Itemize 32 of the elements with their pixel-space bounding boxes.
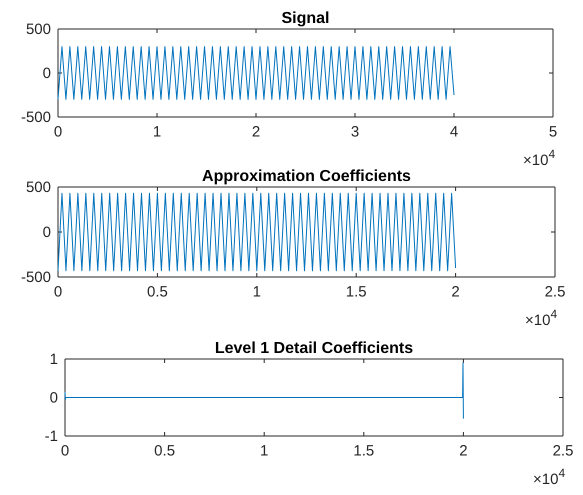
x-tick-label: 2	[451, 284, 460, 301]
text: ×10$^{4}$	[523, 147, 556, 169]
x-tick-label: 1.5	[353, 442, 374, 460]
y-tick-label: 500	[26, 178, 51, 196]
text: ×10$^{4}$	[533, 466, 566, 488]
text: ×10$^{4}$	[525, 307, 558, 329]
chart-title: Signal	[281, 10, 330, 27]
x-tick-label: 0.5	[154, 442, 176, 460]
x-tick-label: 0.5	[146, 284, 168, 301]
x-tick-label: 4	[450, 124, 458, 141]
x-tick-label: 1.5	[346, 284, 367, 301]
x-tick-label: 1	[260, 442, 268, 460]
y-tick-label: -1	[44, 428, 58, 445]
x-tick-label: 5	[548, 124, 558, 141]
y-tick-label: -500	[20, 108, 51, 126]
y-tick-label: 500	[26, 20, 51, 38]
line-series	[64, 362, 464, 420]
x-tick-label: 2.5	[552, 442, 574, 460]
y-tick-label: 0	[42, 224, 51, 241]
y-tick-label: -500	[20, 268, 51, 286]
chart-title: Approximation Coefficients	[202, 168, 412, 185]
y-tick-label: 0	[50, 389, 58, 406]
x-tick-label: 1	[252, 284, 261, 301]
y-tick-label: 0	[42, 64, 51, 82]
x-tick-label: 2	[459, 442, 468, 460]
x-tick-label: 1	[152, 124, 162, 141]
chart-title: Level 1 Detail Coefficients	[214, 340, 414, 357]
y-tick-label: 1	[50, 350, 58, 368]
x-tick-label: 3	[350, 124, 360, 141]
x-tick-label: 0	[60, 442, 70, 460]
x-tick-label: 2	[252, 124, 260, 141]
x-tick-label: 2.5	[544, 284, 566, 301]
